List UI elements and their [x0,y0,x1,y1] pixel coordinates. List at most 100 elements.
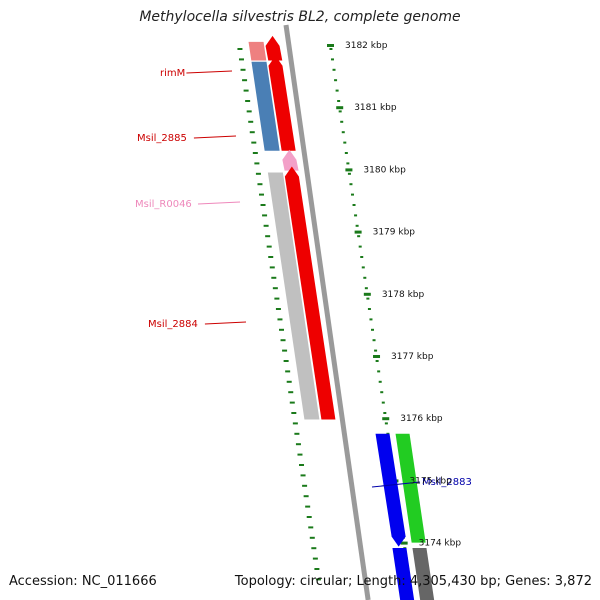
accession-text: Accession: NC_011666 [9,574,157,589]
gene-feature-cds [282,149,299,171]
gene-feature-cds [268,55,296,151]
inner-tick [257,183,263,186]
inner-tick [245,100,251,102]
major-tick [382,417,390,421]
inner-tick [269,266,275,269]
gene-label: Msil_2884 [148,319,198,330]
inner-tick [308,526,314,529]
inner-tick [266,245,272,248]
major-tick [373,355,381,358]
gene-leader-line [197,201,241,205]
inner-tick [275,308,281,310]
kbp-label: 3178 kbp [382,290,425,300]
gene-labels: rimM Msil_2885 Msil_R0046 Msil_2884 Msil_288… [135,68,472,488]
inner-tick [238,58,244,61]
inner-tick [251,141,257,144]
gene-feature-blue-cont [392,548,415,600]
inner-tick [303,495,309,498]
inner-tick [306,516,312,518]
gene-label: Msil_2883 [422,477,472,488]
outer-tick [367,308,371,310]
gene-feature-grey-cont [412,548,435,600]
inner-tick [288,391,294,394]
outer-tick [381,401,385,404]
inner-tick [314,568,320,570]
inner-tick [249,131,255,134]
outer-tick [366,297,370,300]
outer-tick [384,422,388,425]
outer-tick [377,370,381,373]
outer-tick [343,141,347,144]
outer-tick [371,328,375,331]
major-tick [336,106,344,110]
outer-tick [369,318,373,321]
inner-tick [305,505,311,508]
inner-tick [271,276,277,279]
kbp-label: 3176 kbp [400,414,443,424]
outer-tick [335,89,339,92]
outer-tick [338,110,342,113]
outer-tick [334,79,338,82]
inner-tick [286,380,292,383]
gene-leader-line [186,70,233,74]
inner-tick [299,464,305,466]
inner-tick [240,68,246,71]
inner-tick [294,432,300,435]
kbp-label: 3179 kbp [373,228,416,238]
inner-tick [277,318,283,321]
inner-tick [279,328,285,331]
inner-tick [263,224,269,227]
gene-leader-line [371,481,421,488]
inner-tick [255,172,261,175]
backbone-line [283,24,371,600]
inner-tick [237,48,243,50]
inner-tick [283,360,289,362]
inner-tick [285,370,291,373]
inner-tick [295,443,301,446]
gene-features [248,35,435,600]
inner-tick [252,152,258,154]
major-tick [354,230,362,234]
inner-tick [315,578,321,581]
inner-tick [312,557,318,560]
outer-tick [332,68,336,71]
outer-tick [357,235,361,238]
inner-tick [260,204,266,206]
inner-tick [242,79,248,82]
inner-tick [280,339,286,342]
inner-tick [258,193,264,196]
inner-tick [265,235,271,238]
inner-tick [243,89,249,92]
inner-tick [272,287,278,290]
outer-tick [329,48,333,50]
gene-label: Msil_2885 [137,133,187,144]
outer-tick [383,412,387,414]
outer-tick [360,256,364,258]
outer-tick [340,120,344,123]
outer-tick [375,360,379,362]
kbp-label: 3174 kbp [419,539,462,549]
outer-tick [355,224,359,227]
gene-feature-left [248,41,267,61]
gene-feature-left [267,172,320,420]
inner-tick [274,297,280,300]
outer-tick [330,58,334,61]
inner-tick [289,401,295,404]
inner-tick [282,349,288,352]
genome-backbone [283,24,371,600]
inner-tick [311,547,317,550]
outer-tick [374,349,378,352]
kbp-label: 3182 kbp [345,41,388,51]
map-title: Methylocella silvestris BL2, complete ge… [139,9,461,25]
gene-label: rimM [160,68,185,79]
outer-tick [350,193,354,196]
outer-tick [361,266,365,269]
gene-label: Msil_R0046 [135,199,192,210]
inner-tick [291,412,297,414]
outer-tick [380,391,384,394]
inner-tick [309,536,315,539]
outer-tick [341,131,345,134]
outer-tick [354,214,358,217]
outer-tick [364,287,368,290]
